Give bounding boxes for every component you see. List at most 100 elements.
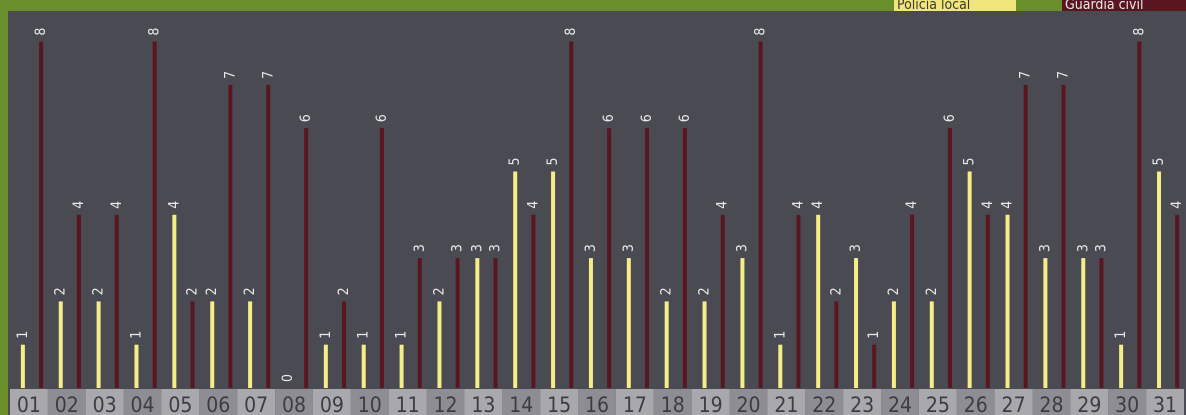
label-policia-local-04: 1 (128, 331, 144, 339)
label-guardia-civil-23: 1 (866, 331, 882, 339)
day-label-03: 03 (93, 393, 117, 415)
day-label-02: 02 (55, 393, 79, 415)
bar-policia-local-04 (134, 344, 139, 388)
bar-guardia-civil-01 (39, 41, 44, 388)
day-label-27: 27 (1002, 393, 1026, 415)
label-policia-local-30: 1 (1113, 331, 1129, 339)
bar-guardia-civil-21 (796, 214, 801, 388)
bar-guardia-civil-10 (379, 128, 384, 388)
label-policia-local-27: 4 (1000, 201, 1016, 209)
day-cell-29 (1070, 389, 1109, 415)
day-cell-21 (767, 389, 806, 415)
bar-policia-local-14 (513, 171, 518, 388)
bar-policia-local-25 (929, 301, 934, 388)
day-cell-19 (691, 389, 730, 415)
day-label-25: 25 (926, 393, 950, 415)
bar-guardia-civil-15 (569, 41, 574, 388)
label-guardia-civil-04: 8 (147, 28, 163, 36)
label-policia-local-18: 2 (659, 287, 675, 295)
label-guardia-civil-27: 7 (1018, 71, 1034, 79)
day-label-07: 07 (244, 393, 268, 415)
bar-guardia-civil-07 (266, 84, 271, 389)
label-policia-local-28: 3 (1037, 244, 1053, 252)
bar-guardia-civil-13 (493, 258, 498, 388)
label-guardia-civil-01: 8 (33, 28, 49, 36)
bar-guardia-civil-27 (1023, 84, 1028, 389)
bar-policia-local-07 (248, 301, 253, 388)
day-label-21: 21 (774, 393, 798, 415)
day-cell-03 (85, 389, 124, 415)
bar-guardia-civil-11 (417, 258, 422, 388)
label-guardia-civil-12: 3 (450, 244, 466, 252)
bar-policia-local-21 (778, 344, 783, 388)
day-label-22: 22 (812, 393, 836, 415)
label-guardia-civil-21: 4 (790, 201, 806, 209)
day-label-13: 13 (471, 393, 495, 415)
day-label-05: 05 (168, 393, 192, 415)
day-cell-18 (653, 389, 692, 415)
day-cell-06 (199, 389, 238, 415)
bar-policia-local-20 (740, 258, 745, 388)
day-cell-02 (47, 389, 86, 415)
day-cell-14 (502, 389, 541, 415)
bar-policia-local-24 (891, 301, 896, 388)
day-label-17: 17 (623, 393, 647, 415)
bar-policia-local-26 (967, 171, 972, 388)
label-guardia-civil-07: 7 (260, 71, 276, 79)
bar-guardia-civil-03 (114, 214, 119, 388)
day-label-16: 16 (585, 393, 609, 415)
label-policia-local-22: 4 (810, 201, 826, 209)
day-cell-09 (312, 389, 351, 415)
label-policia-local-02: 2 (53, 287, 69, 295)
bar-policia-local-19 (702, 301, 707, 388)
bar-guardia-civil-19 (720, 214, 725, 388)
day-cell-25 (918, 389, 957, 415)
label-guardia-civil-19: 4 (715, 201, 731, 209)
day-label-08: 08 (282, 393, 306, 415)
day-cell-04 (123, 389, 162, 415)
bar-policia-local-02 (58, 301, 63, 388)
day-label-01: 01 (17, 393, 41, 415)
bar-policia-local-06 (210, 301, 215, 388)
day-label-31: 31 (1153, 393, 1177, 415)
label-policia-local-11: 1 (394, 331, 410, 339)
label-policia-local-10: 1 (356, 331, 372, 339)
day-label-14: 14 (509, 393, 533, 415)
bar-guardia-civil-09 (342, 301, 347, 388)
label-guardia-civil-30: 8 (1131, 28, 1147, 36)
day-cell-30 (1108, 389, 1147, 415)
bar-guardia-civil-30 (1137, 41, 1142, 388)
bar-policia-local-01 (20, 344, 25, 388)
label-policia-local-07: 2 (242, 287, 258, 295)
legend-policia-local: Policía local (894, 0, 1016, 12)
label-policia-local-16: 3 (583, 244, 599, 252)
day-cell-11 (388, 389, 427, 415)
bar-guardia-civil-26 (985, 214, 990, 388)
bar-guardia-civil-14 (531, 214, 536, 388)
day-cell-07 (237, 389, 276, 415)
label-policia-local-08: 0 (280, 374, 296, 382)
bar-guardia-civil-05 (190, 301, 195, 388)
label-policia-local-06: 2 (204, 287, 220, 295)
day-label-20: 20 (736, 393, 760, 415)
day-label-29: 29 (1077, 393, 1101, 415)
bar-guardia-civil-06 (228, 84, 233, 389)
label-policia-local-19: 2 (697, 287, 713, 295)
day-cell-05 (161, 389, 200, 415)
day-cell-28 (1032, 389, 1071, 415)
day-label-30: 30 (1115, 393, 1139, 415)
day-cell-22 (805, 389, 844, 415)
bar-guardia-civil-16 (607, 128, 612, 388)
bar-chart: 01 02 03 04 05 06 07 08 09 10 11 12 13 14 15 16 17 18 19 20… (8, 11, 1186, 415)
day-label-26: 26 (964, 393, 988, 415)
bar-policia-local-18 (664, 301, 669, 388)
day-cell-17 (615, 389, 654, 415)
label-policia-local-25: 2 (924, 287, 940, 295)
label-policia-local-05: 4 (166, 201, 182, 209)
day-label-06: 06 (206, 393, 230, 415)
label-policia-local-17: 3 (621, 244, 637, 252)
bar-policia-local-09 (323, 344, 328, 388)
day-cell-10 (350, 389, 389, 415)
day-cell-01 (10, 389, 48, 415)
bar-guardia-civil-04 (152, 41, 157, 388)
